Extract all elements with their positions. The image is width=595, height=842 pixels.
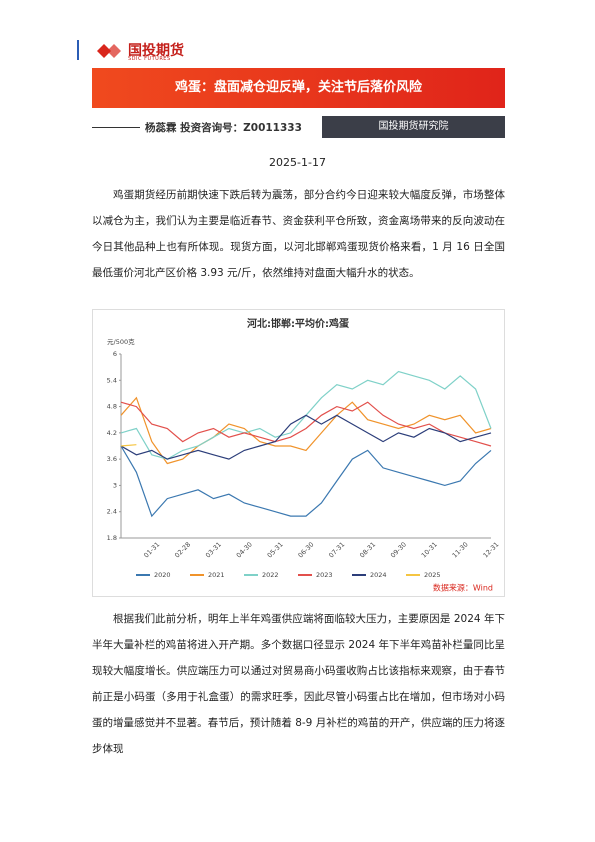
x-tick-label: 09-30 — [389, 540, 408, 559]
logo-cn: 国投期货 — [128, 43, 184, 59]
paragraph: 根据我们此前分析，明年上半年鸡蛋供应端将面临较大压力，主要原因是 2024 年下… — [92, 606, 505, 762]
x-tick-label: 03-31 — [204, 540, 223, 559]
legend-label: 2021 — [208, 571, 225, 579]
x-tick-label: 08-31 — [358, 540, 377, 559]
chart-title: 河北:邯郸:平均价:鸡蛋 — [247, 317, 349, 330]
y-tick-label: 4.8 — [107, 403, 117, 411]
x-tick-label: 02-28 — [173, 540, 192, 559]
x-tick-label: 05-31 — [266, 540, 285, 559]
y-tick-label: 3 — [113, 481, 117, 489]
legend-label: 2024 — [370, 571, 387, 579]
y-tick-label: 4.2 — [107, 429, 117, 437]
x-tick-label: 10-31 — [420, 540, 439, 559]
legend-label: 2025 — [424, 571, 441, 579]
series-line — [120, 444, 137, 447]
y-tick-label: 2.4 — [107, 508, 117, 516]
logo-en: SDIC FUTURES — [128, 56, 171, 62]
legend-label: 2022 — [262, 571, 279, 579]
series-line — [120, 401, 492, 447]
y-tick-label: 1.8 — [107, 534, 117, 542]
series-line — [120, 414, 492, 460]
logo-icon — [97, 44, 121, 58]
paragraph-text: 鸡蛋期货经历前期快速下跌后转为震荡，部分合约今日迎来较大幅度反弹，市场整体以减仓… — [92, 189, 505, 279]
x-tick-label: 12-31 — [481, 540, 500, 559]
date: 2025-1-17 — [269, 156, 326, 169]
title-banner: 鸡蛋：盘面减仓迎反弹，关注节后落价风险 — [92, 68, 505, 108]
source: 数据来源：Wind — [433, 583, 493, 593]
department: 国投期货研究院 — [322, 116, 505, 138]
y-tick-label: 6 — [113, 350, 117, 358]
x-tick-label: 04-30 — [235, 540, 254, 559]
y-axis-label: 元/500克 — [107, 338, 135, 346]
series-line — [120, 445, 492, 518]
x-tick-label: 01-31 — [142, 540, 161, 559]
paragraph-text: 根据我们此前分析，明年上半年鸡蛋供应端将面临较大压力，主要原因是 2024 年下… — [92, 613, 505, 755]
rule — [92, 127, 140, 128]
chart: 河北:邯郸:平均价:鸡蛋 元/500克 数据来源：Wind 1.8 2.4 3 3.6… — [92, 309, 505, 597]
y-tick-label: 3.6 — [107, 455, 117, 463]
x-tick-label: 06-30 — [296, 540, 315, 559]
legend-label: 2020 — [154, 571, 171, 579]
paragraph: 鸡蛋期货经历前期快速下跌后转为震荡，部分合约今日迎来较大幅度反弹，市场整体以减仓… — [92, 182, 505, 286]
x-tick-label: 11-30 — [451, 540, 470, 559]
y-tick-label: 5.4 — [107, 376, 117, 384]
edge-bar — [77, 40, 79, 60]
x-tick-label: 07-31 — [327, 540, 346, 559]
series-line — [120, 396, 492, 465]
author: 杨蕊霖 投资咨询号：Z0011333 — [145, 122, 302, 134]
legend-label: 2023 — [316, 571, 333, 579]
